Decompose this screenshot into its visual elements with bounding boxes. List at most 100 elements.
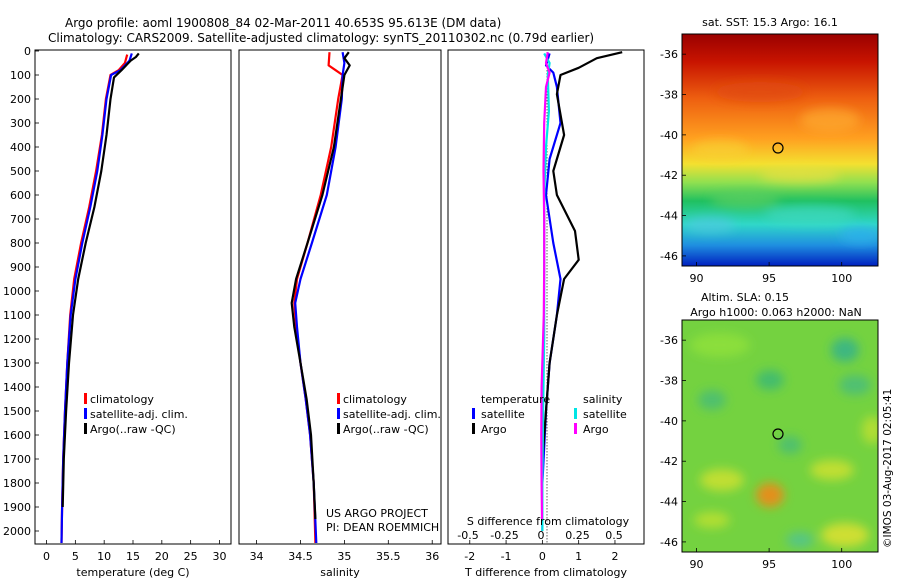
x-tick-label: 2 bbox=[611, 550, 618, 563]
legend-climatology: climatology bbox=[90, 393, 154, 406]
salinity-axes-box bbox=[238, 49, 442, 545]
series-line-argo bbox=[541, 51, 623, 519]
sst-map: sat. SST: 15.3 Argo: 16.1 90 95 100 -36 -38… bbox=[660, 16, 879, 285]
legend-s-argo: Argo bbox=[583, 423, 609, 436]
s-tick-label: 0 bbox=[538, 529, 545, 542]
lon-tick-label: 100 bbox=[831, 272, 852, 285]
lat-tick-label: -38 bbox=[660, 89, 678, 102]
sst-texture bbox=[685, 82, 878, 243]
s-difference-xlabel: S difference from climatology bbox=[467, 515, 630, 528]
difference-x-axis: -2 -1 0 1 2 -0.5 -0.25 0 0.25 0.5 bbox=[457, 529, 622, 563]
legend-swatch-climatology bbox=[84, 393, 87, 404]
sla-texture bbox=[690, 333, 878, 548]
lat-tick-label: -40 bbox=[660, 415, 678, 428]
depth-tick-label: 500 bbox=[10, 165, 31, 178]
legend-heading-temperature: temperature bbox=[481, 393, 550, 406]
lon-tick-label: 90 bbox=[690, 558, 704, 571]
salinity-xlabel: salinity bbox=[320, 566, 360, 579]
legend-s-satellite: satellite bbox=[583, 408, 627, 421]
salinity-profiles bbox=[290, 51, 351, 544]
s-tick-label: -0.25 bbox=[490, 529, 518, 542]
series-line-climatology bbox=[60, 54, 129, 544]
series-line-argo-raw-qc- bbox=[290, 51, 351, 520]
lon-tick-label: 95 bbox=[762, 558, 776, 571]
salinity-legend: climatology satellite-adj. clim. Argo(..… bbox=[337, 393, 441, 436]
difference-profiles bbox=[540, 51, 623, 531]
depth-tick-label: 2000 bbox=[3, 525, 31, 538]
legend-swatch-argo bbox=[337, 423, 340, 434]
sla-map-subtitle: Argo h1000: 0.063 h2000: NaN bbox=[690, 306, 862, 319]
imos-credit: ©IMOS 03-Aug-2017 02:05:41 bbox=[882, 389, 894, 548]
x-tick-label: 1 bbox=[575, 550, 582, 563]
figure-title-line1: Argo profile: aoml 1900808_84 02-Mar-201… bbox=[65, 16, 501, 30]
lat-tick-label: -44 bbox=[660, 496, 678, 509]
temperature-profiles bbox=[60, 52, 140, 544]
t-difference-xlabel: T difference from climatology bbox=[464, 566, 627, 579]
legend-swatch-t-argo bbox=[472, 423, 475, 434]
series-line-argo-raw-qc- bbox=[61, 52, 140, 508]
legend-swatch-climatology bbox=[337, 393, 340, 404]
lat-tick-label: -36 bbox=[660, 48, 678, 61]
depth-tick-label: 1500 bbox=[3, 405, 31, 418]
s-tick-label: 0.25 bbox=[565, 529, 590, 542]
x-tick-label: 0 bbox=[539, 550, 546, 563]
depth-tick-label: 300 bbox=[10, 117, 31, 130]
series-line-climatology bbox=[293, 52, 344, 544]
legend-climatology: climatology bbox=[343, 393, 407, 406]
depth-tick-label: 100 bbox=[10, 69, 31, 82]
lat-tick-label: -36 bbox=[660, 334, 678, 347]
sla-map-title: Altim. SLA: 0.15 bbox=[701, 291, 789, 304]
legend-satellite-adj: satellite-adj. clim. bbox=[343, 408, 441, 421]
x-tick-label: 34 bbox=[250, 550, 264, 563]
lon-tick-label: 100 bbox=[831, 558, 852, 571]
depth-tick-label: 800 bbox=[10, 237, 31, 250]
sla-map: Altim. SLA: 0.15 Argo h1000: 0.063 h2000… bbox=[660, 291, 879, 571]
depth-tick-label: 1300 bbox=[3, 357, 31, 370]
legend-satellite-adj: satellite-adj. clim. bbox=[90, 408, 188, 421]
series-line-satellite-adj-clim- bbox=[60, 53, 133, 544]
x-tick-label: 20 bbox=[155, 550, 169, 563]
depth-tick-label: 700 bbox=[10, 213, 31, 226]
sla-lon-axis: 90 95 100 bbox=[690, 548, 852, 571]
legend-t-argo: Argo bbox=[481, 423, 507, 436]
depth-tick-label: 1600 bbox=[3, 429, 31, 442]
project-label: US ARGO PROJECT bbox=[326, 507, 428, 520]
difference-legend: temperature salinity satellite Argo sate… bbox=[472, 393, 627, 436]
sst-lat-axis: -36 -38 -40 -42 -44 -46 bbox=[660, 48, 686, 263]
depth-tick-label: 1000 bbox=[3, 285, 31, 298]
argo-float-marker bbox=[772, 428, 784, 440]
sst-lon-axis: 90 95 100 bbox=[690, 262, 852, 285]
x-tick-label: 36 bbox=[425, 550, 439, 563]
legend-swatch-argo bbox=[84, 423, 87, 434]
legend-swatch-satellite bbox=[337, 408, 340, 419]
depth-tick-label: 1800 bbox=[3, 477, 31, 490]
sla-map-frame bbox=[681, 319, 879, 553]
x-tick-label: 35.5 bbox=[376, 550, 401, 563]
depth-tick-label: 1900 bbox=[3, 501, 31, 514]
difference-panel: -2 -1 0 1 2 -0.5 -0.25 0 0.25 0.5 T difference fr… bbox=[447, 49, 645, 579]
s-tick-label: -0.5 bbox=[457, 529, 478, 542]
lat-tick-label: -40 bbox=[660, 129, 678, 142]
temperature-x-axis: 0 5 10 15 20 25 30 bbox=[43, 540, 226, 563]
legend-swatch-t-satellite bbox=[472, 408, 475, 419]
s-tick-label: 0.5 bbox=[605, 529, 623, 542]
difference-axes-box bbox=[447, 49, 645, 545]
depth-axis: 0 100 200 300 400 500 600 700 800 900 1000 1100 1200… bbox=[3, 45, 39, 538]
legend-swatch-satellite bbox=[84, 408, 87, 419]
legend-heading-salinity: salinity bbox=[583, 393, 623, 406]
sst-map-frame bbox=[681, 33, 879, 267]
x-tick-label: 34.5 bbox=[288, 550, 313, 563]
lat-tick-label: -42 bbox=[660, 169, 678, 182]
legend-argo: Argo(..raw -QC) bbox=[90, 423, 176, 436]
temperature-panel: 0100200300400500600700800900100011001200… bbox=[3, 45, 232, 579]
x-tick-label: -2 bbox=[464, 550, 475, 563]
legend-swatch-s-satellite bbox=[574, 408, 577, 419]
pi-label: PI: DEAN ROEMMICH bbox=[326, 521, 439, 534]
depth-tick-label: 900 bbox=[10, 261, 31, 274]
depth-tick-label: 1400 bbox=[3, 381, 31, 394]
salinity-x-axis: 34 34.5 35 35.5 36 bbox=[250, 540, 439, 563]
lat-tick-label: -46 bbox=[660, 250, 678, 263]
depth-tick-label: 200 bbox=[10, 93, 31, 106]
lat-tick-label: -46 bbox=[660, 536, 678, 549]
